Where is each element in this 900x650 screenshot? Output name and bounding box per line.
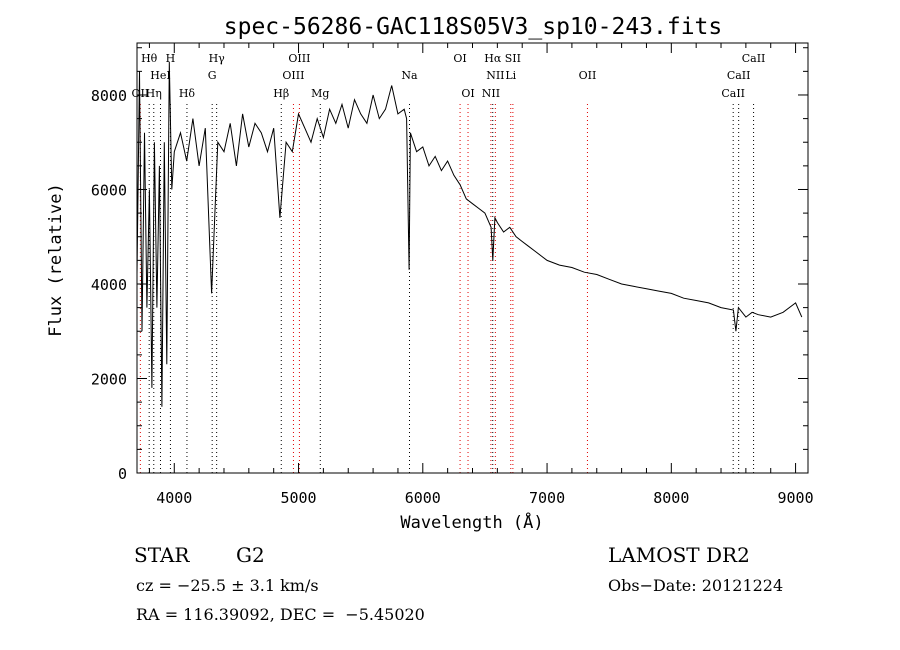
- spectral-line-label: Hβ: [273, 87, 289, 100]
- spectral-line-label: OII: [579, 69, 597, 82]
- spectral-line-label: Hα: [484, 52, 502, 65]
- coordinates: RA = 116.39092, DEC = −5.45020: [136, 605, 425, 624]
- spectral-line-label: HeI: [150, 69, 170, 82]
- spectral-line-label: OI: [461, 87, 474, 100]
- y-tick-label: 8000: [91, 87, 127, 105]
- spectral-line-label: NII: [486, 69, 504, 82]
- spectral-line-label: OIII: [282, 69, 304, 82]
- y-tick-label: 0: [118, 465, 127, 483]
- redshift-cz: cz = −25.5 ± 3.1 km/s: [136, 576, 319, 595]
- y-tick-label: 6000: [91, 181, 127, 199]
- spectral-line-label: Hγ: [209, 52, 226, 65]
- spectral-line-label: Hη: [146, 87, 162, 100]
- spectral-line-label: Hδ: [179, 87, 196, 100]
- spectral-line-label: CaII: [727, 69, 751, 82]
- subclass: G2: [236, 543, 265, 567]
- x-tick-label: 5000: [280, 489, 316, 507]
- spectral-line-label: Mg: [311, 87, 329, 100]
- x-tick-label: 6000: [405, 489, 441, 507]
- x-tick-label: 8000: [653, 489, 689, 507]
- spectrum-line: [136, 61, 803, 407]
- chart-title: spec-56286-GAC118S05V3_sp10-243.fits: [224, 14, 723, 40]
- y-axis-label: Flux (relative): [46, 183, 66, 337]
- spectral-line-label: CaII: [742, 52, 766, 65]
- spectral-line-label: Hθ: [141, 52, 158, 65]
- y-tick-label: 2000: [91, 370, 127, 388]
- x-tick-label: 9000: [778, 489, 814, 507]
- spectral-line-label: Na: [401, 69, 418, 82]
- survey-name: LAMOST DR2: [608, 543, 750, 567]
- x-tick-label: 7000: [529, 489, 565, 507]
- spectral-line-label: CaII: [721, 87, 745, 100]
- spectral-line-label: SII: [505, 52, 521, 65]
- spectral-line-label: H: [166, 52, 176, 65]
- x-tick-label: 4000: [156, 489, 192, 507]
- x-axis-ticks: 4000 5000 6000 7000 8000 9000: [148, 43, 814, 507]
- spectral-line-label: Li: [505, 69, 516, 82]
- y-tick-label: 4000: [91, 276, 127, 294]
- spectral-line-label: OII: [131, 87, 149, 100]
- x-axis-label: Wavelength (Å): [400, 511, 543, 533]
- spectral-line-label: G: [208, 69, 217, 82]
- plot-frame: [136, 42, 809, 474]
- y-axis-ticks: 0 2000 4000 6000 8000: [91, 47, 808, 483]
- spectral-line-label: NII: [482, 87, 500, 100]
- object-type: STAR: [134, 543, 190, 567]
- obs-date: Obs−Date: 20121224: [608, 576, 784, 595]
- spectral-line-label: OI: [453, 52, 466, 65]
- spectral-line-label: OIII: [288, 52, 310, 65]
